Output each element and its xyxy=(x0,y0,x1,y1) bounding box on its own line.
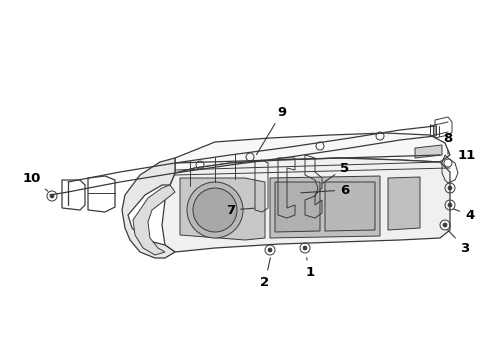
Polygon shape xyxy=(133,185,175,255)
Polygon shape xyxy=(180,178,264,240)
Polygon shape xyxy=(414,145,441,158)
Text: 7: 7 xyxy=(225,203,254,216)
Circle shape xyxy=(186,182,243,238)
Text: 10: 10 xyxy=(23,171,48,191)
Circle shape xyxy=(50,194,54,198)
Polygon shape xyxy=(122,158,175,258)
Text: 2: 2 xyxy=(260,258,270,288)
Polygon shape xyxy=(325,182,374,231)
Text: 6: 6 xyxy=(300,184,348,197)
Circle shape xyxy=(442,223,446,227)
Text: 8: 8 xyxy=(443,131,452,154)
Polygon shape xyxy=(387,177,419,230)
Text: 5: 5 xyxy=(322,162,348,183)
Text: 3: 3 xyxy=(447,230,468,255)
Text: 9: 9 xyxy=(256,105,286,154)
Text: 11: 11 xyxy=(457,149,475,162)
Text: 4: 4 xyxy=(453,208,473,221)
Polygon shape xyxy=(274,182,319,232)
Circle shape xyxy=(193,188,237,232)
Text: 1: 1 xyxy=(305,258,314,279)
Circle shape xyxy=(447,203,451,207)
Circle shape xyxy=(447,186,451,190)
Polygon shape xyxy=(175,133,449,173)
Polygon shape xyxy=(162,158,449,252)
Circle shape xyxy=(267,248,271,252)
Circle shape xyxy=(303,246,306,250)
Polygon shape xyxy=(269,176,379,238)
